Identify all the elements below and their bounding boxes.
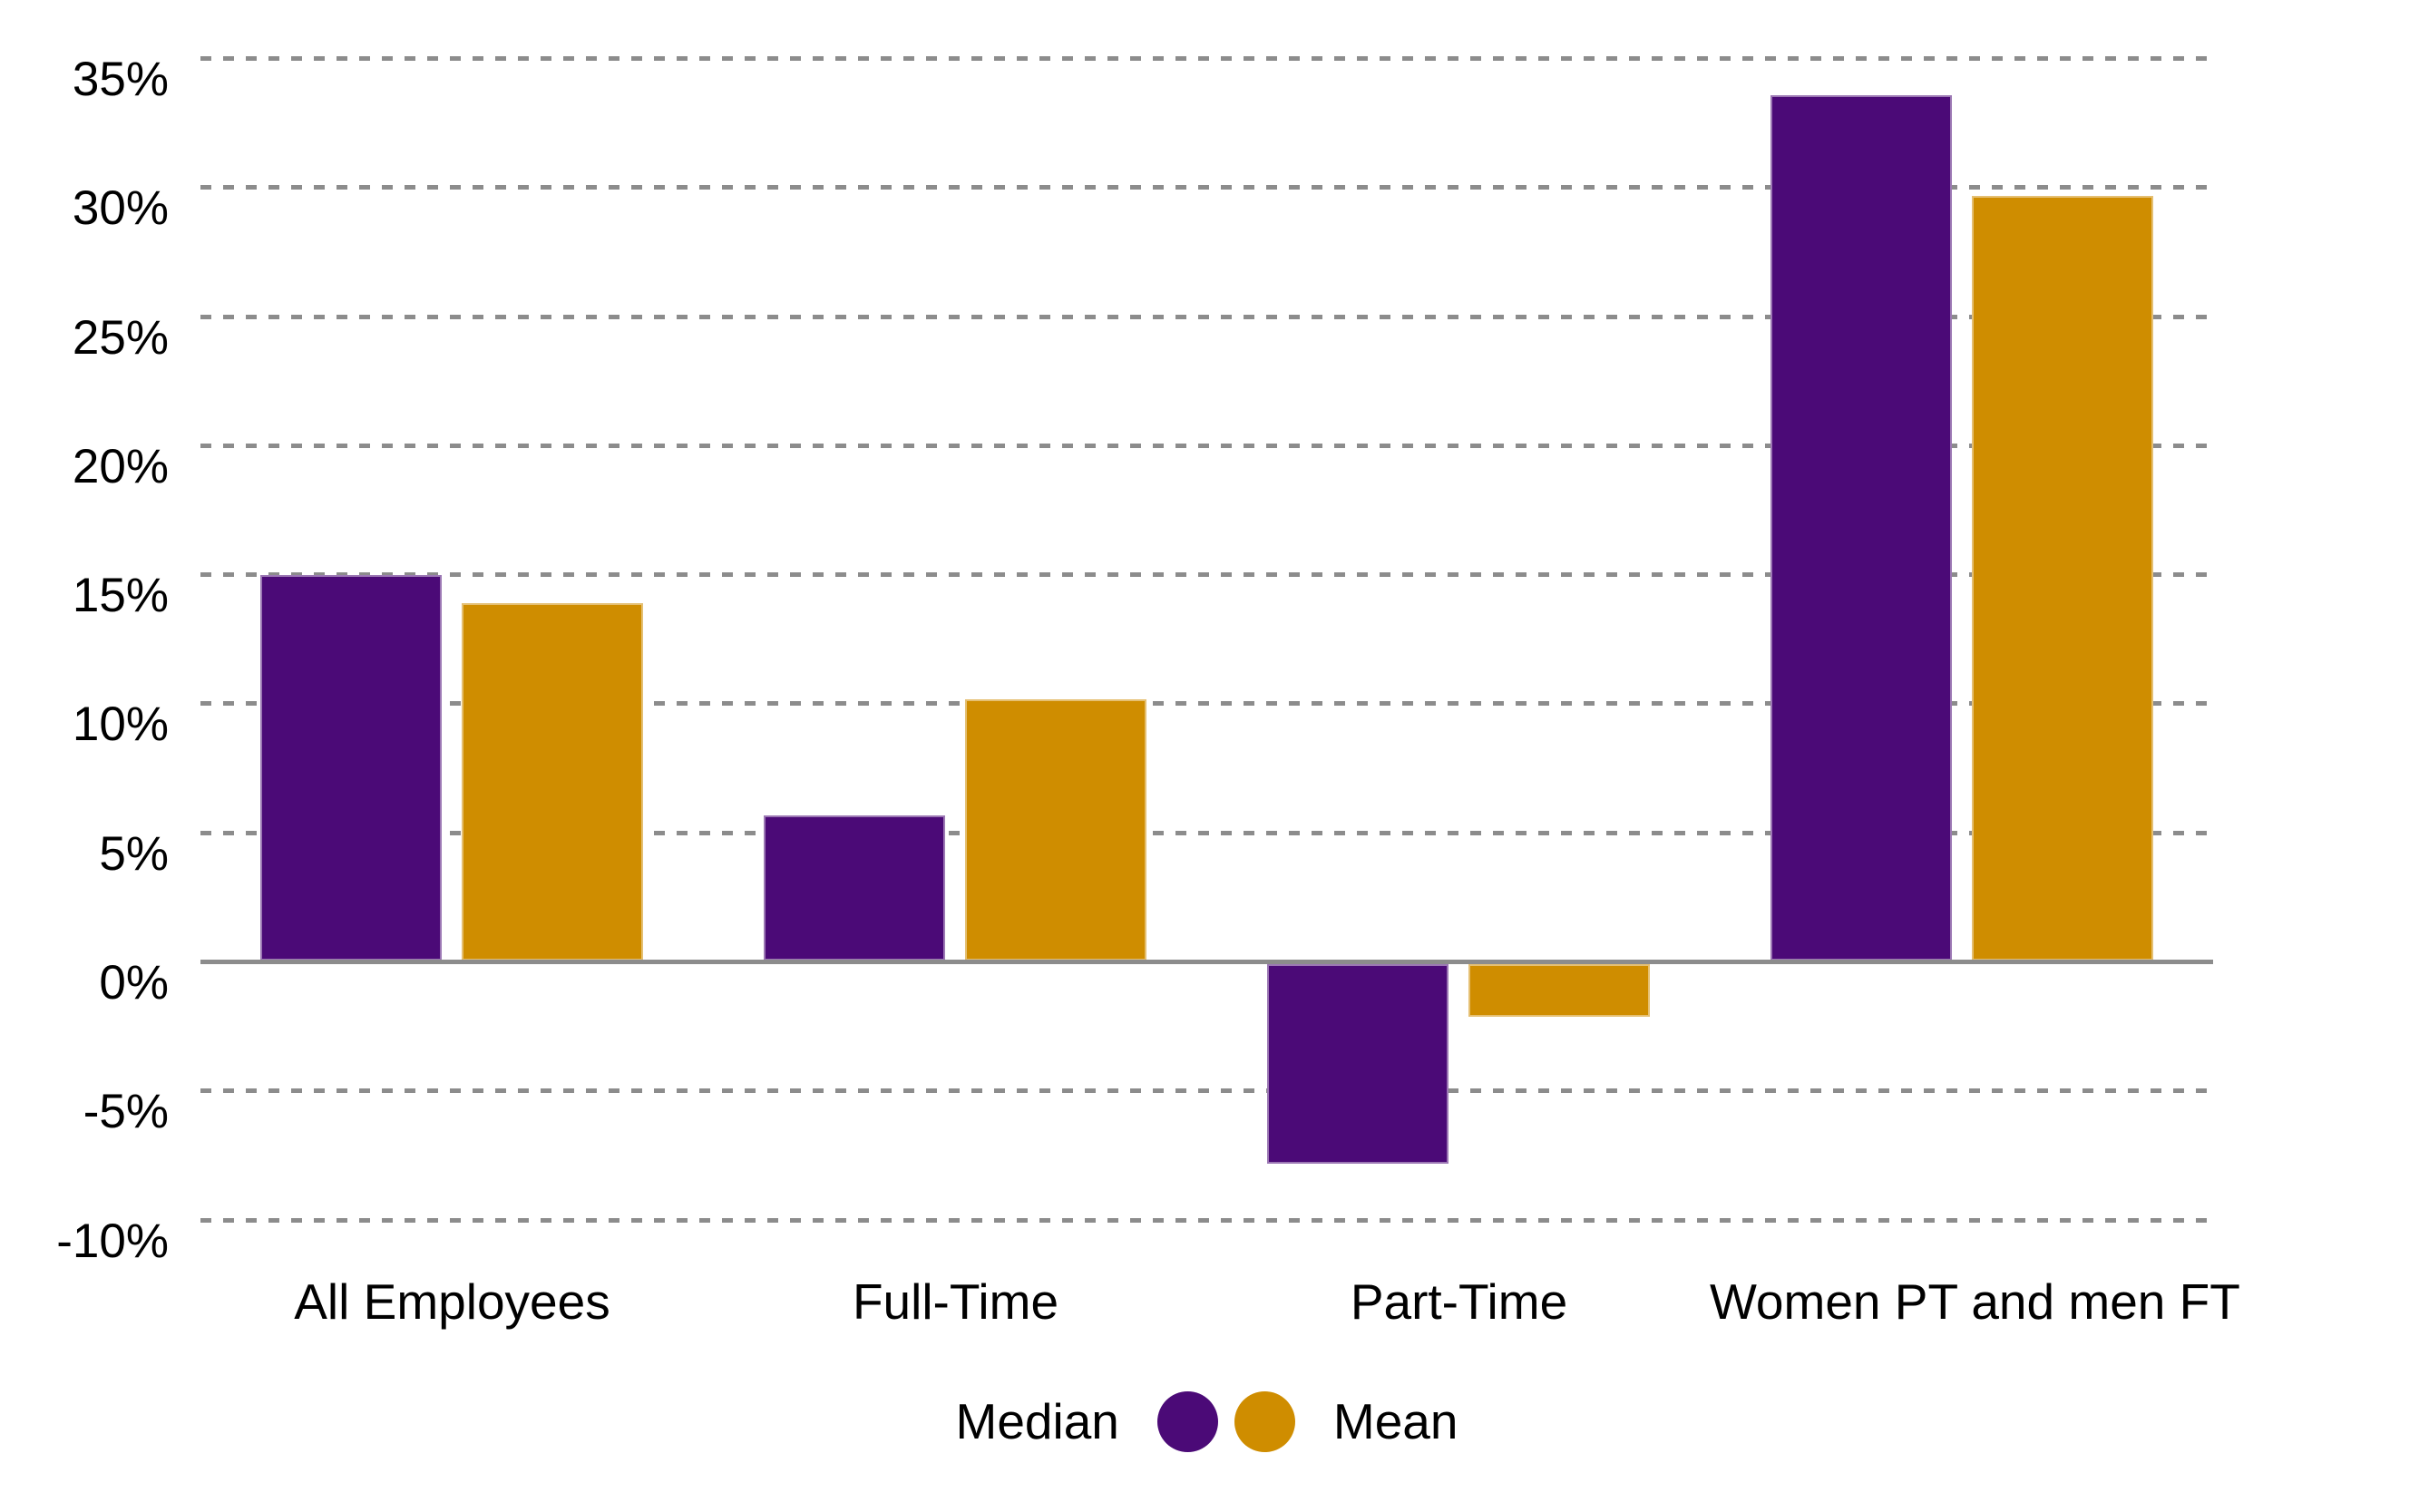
- legend-label-median: Median: [955, 1393, 1119, 1449]
- gridline--10: [200, 1218, 2213, 1223]
- x-axis-label-full-time: Full-Time: [852, 1273, 1059, 1330]
- x-axis-label-women-pt-and-men-ft: Women PT and men FT: [1710, 1273, 2240, 1330]
- gridline-15: [200, 572, 2213, 577]
- y-tick-label-35: 35%: [72, 53, 169, 106]
- y-tick-label-30: 30%: [72, 181, 169, 235]
- x-axis-label-part-time: Part-Time: [1350, 1273, 1568, 1330]
- gridline-25: [200, 315, 2213, 319]
- legend-label-mean: Mean: [1332, 1393, 1458, 1449]
- x-axis-label-all-employees: All Employees: [294, 1273, 610, 1330]
- gridline-20: [200, 444, 2213, 448]
- bar-median-part-time: [1267, 964, 1448, 1164]
- gridline-10: [200, 701, 2213, 706]
- legend-swatch-median-icon: [1156, 1391, 1218, 1452]
- y-tick-label-25: 25%: [72, 311, 169, 365]
- bar-mean-full-time: [965, 699, 1146, 961]
- y-tick-label--10: -10%: [56, 1214, 169, 1268]
- bar-mean-part-time: [1468, 964, 1650, 1017]
- gridline--5: [200, 1088, 2213, 1093]
- bar-mean-women-pt-and-men-ft: [1972, 196, 2153, 961]
- legend-swatch-mean-icon: [1234, 1391, 1295, 1452]
- y-tick-label-0: 0%: [99, 956, 169, 1010]
- y-tick-label-10: 10%: [72, 697, 169, 751]
- bar-median-women-pt-and-men-ft: [1770, 95, 1952, 961]
- x-axis-zero-line: [200, 960, 2213, 964]
- gridline-35: [200, 56, 2213, 61]
- bar-median-full-time: [764, 815, 945, 961]
- gridline-30: [200, 185, 2213, 190]
- bar-mean-all-employees: [462, 603, 643, 961]
- gridline-5: [200, 831, 2213, 835]
- y-tick-label-5: 5%: [99, 827, 169, 881]
- y-tick-label-20: 20%: [72, 440, 169, 493]
- y-tick-label--5: -5%: [83, 1085, 169, 1138]
- legend: Median Mean: [200, 1391, 2213, 1452]
- y-tick-label-15: 15%: [72, 569, 169, 622]
- bar-median-all-employees: [260, 575, 442, 961]
